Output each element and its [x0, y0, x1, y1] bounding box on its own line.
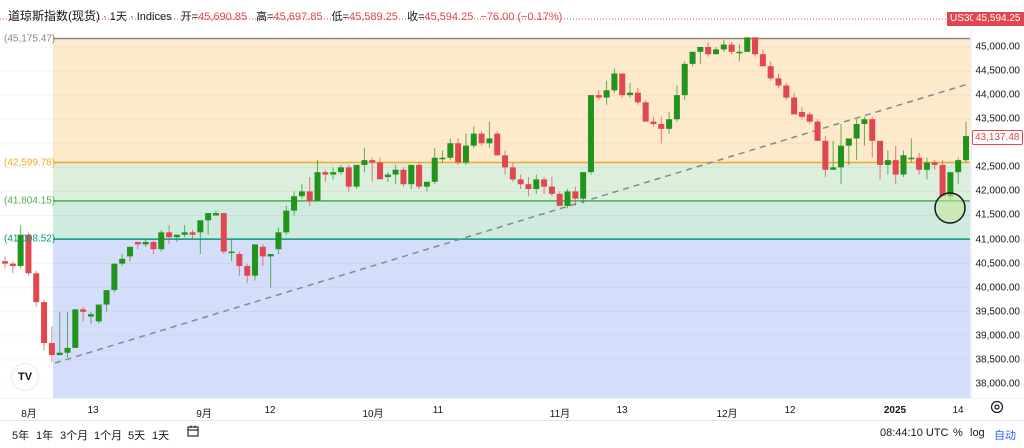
range-1d-button[interactable]: 1天: [152, 430, 170, 442]
price-tick: 42,000.00: [975, 185, 1021, 197]
range-5d-button[interactable]: 5天: [128, 430, 146, 442]
level-label: (42,599.78): [4, 157, 56, 169]
time-tick: 12: [784, 405, 796, 416]
legend-separator: ·: [129, 11, 137, 23]
price-tick: 42,500.00: [975, 161, 1021, 173]
interval-label[interactable]: 1天: [109, 11, 127, 23]
price-tick: 41,000.00: [975, 234, 1021, 246]
price-tick: 38,500.00: [975, 354, 1021, 366]
price-tick: 39,500.00: [975, 306, 1021, 318]
time-tick: 8月: [21, 409, 37, 420]
time-tick: 12月: [716, 409, 738, 420]
time-tick: 9月: [196, 409, 212, 420]
time-tick: 11月: [549, 409, 571, 420]
price-tick: 40,000.00: [975, 282, 1021, 294]
range-1y-button[interactable]: 1年: [36, 430, 54, 442]
price-tick: 38,000.00: [975, 378, 1021, 390]
level-label: (41,008.52): [4, 233, 56, 245]
settings-gear-icon[interactable]: [990, 400, 1004, 414]
level-label: (41,804.15): [4, 195, 56, 207]
low-value: 45,589.25: [348, 11, 398, 23]
price-tick: 39,000.00: [975, 330, 1021, 342]
tradingview-logo[interactable]: TV: [12, 364, 38, 390]
time-tick: 10月: [362, 409, 384, 420]
current-price-label: 43,137.48: [972, 130, 1023, 145]
low-label: 低=: [331, 11, 349, 23]
open-value: 45,690.85: [198, 11, 248, 23]
exchange-label: Indices: [136, 11, 172, 23]
open-label: 开=: [180, 11, 199, 23]
time-tick: 12: [264, 405, 276, 416]
range-5y-button[interactable]: 5年: [12, 430, 30, 442]
bottom-toolbar: 5年 1年 3个月 1个月 5天 1天 08:44:10 UTC % log 自…: [0, 420, 1024, 445]
symbol-name[interactable]: 道琼斯指数(现货): [8, 9, 100, 23]
price-tick: 41,500.00: [975, 209, 1021, 221]
percent-toggle[interactable]: %: [953, 427, 963, 439]
time-tick: 14: [952, 405, 964, 416]
range-1m-button[interactable]: 1个月: [94, 430, 123, 442]
high-value: 45,697.85: [273, 11, 323, 23]
log-toggle[interactable]: log: [970, 427, 985, 439]
price-axis[interactable]: 45,000.00 44,500.00 44,000.00 43,500.00 42,5…: [971, 0, 1024, 400]
clock-time[interactable]: 08:44:10 UTC: [880, 427, 949, 439]
close-value: 45,594.25: [424, 11, 474, 23]
level-label: (45,175.47): [4, 33, 56, 45]
change-value: −76.00 (−0.17%): [480, 11, 563, 23]
time-axis[interactable]: 8月 13 9月 12 10月 11 11月 13 12月 12 2025 14: [0, 398, 1024, 421]
time-tick: 11: [432, 405, 444, 416]
price-tick: 44,500.00: [975, 65, 1021, 77]
time-tick: 13: [616, 405, 628, 416]
auto-scale-toggle[interactable]: 自动: [994, 430, 1016, 442]
close-label: 收=: [406, 11, 425, 23]
high-label: 高=: [256, 11, 274, 23]
time-tick: 2025: [883, 405, 907, 416]
range-3m-button[interactable]: 3个月: [60, 430, 89, 442]
last-price-badge: 45,594.25: [973, 12, 1024, 26]
legend-separator: ·: [103, 11, 110, 23]
price-tick: 44,000.00: [975, 89, 1021, 101]
time-tick: 13: [87, 405, 99, 416]
symbol-legend: 道琼斯指数(现货) · 1天 · Indices 开=45,690.85 高=4…: [8, 7, 562, 24]
price-tick: 43,500.00: [975, 113, 1021, 125]
calendar-goto-date-icon[interactable]: [186, 424, 200, 438]
price-tick: 40,500.00: [975, 258, 1021, 270]
ticker-badge: US30: [947, 12, 979, 26]
price-tick: 45,000.00: [975, 41, 1021, 53]
candlestick-chart[interactable]: [0, 0, 1024, 400]
